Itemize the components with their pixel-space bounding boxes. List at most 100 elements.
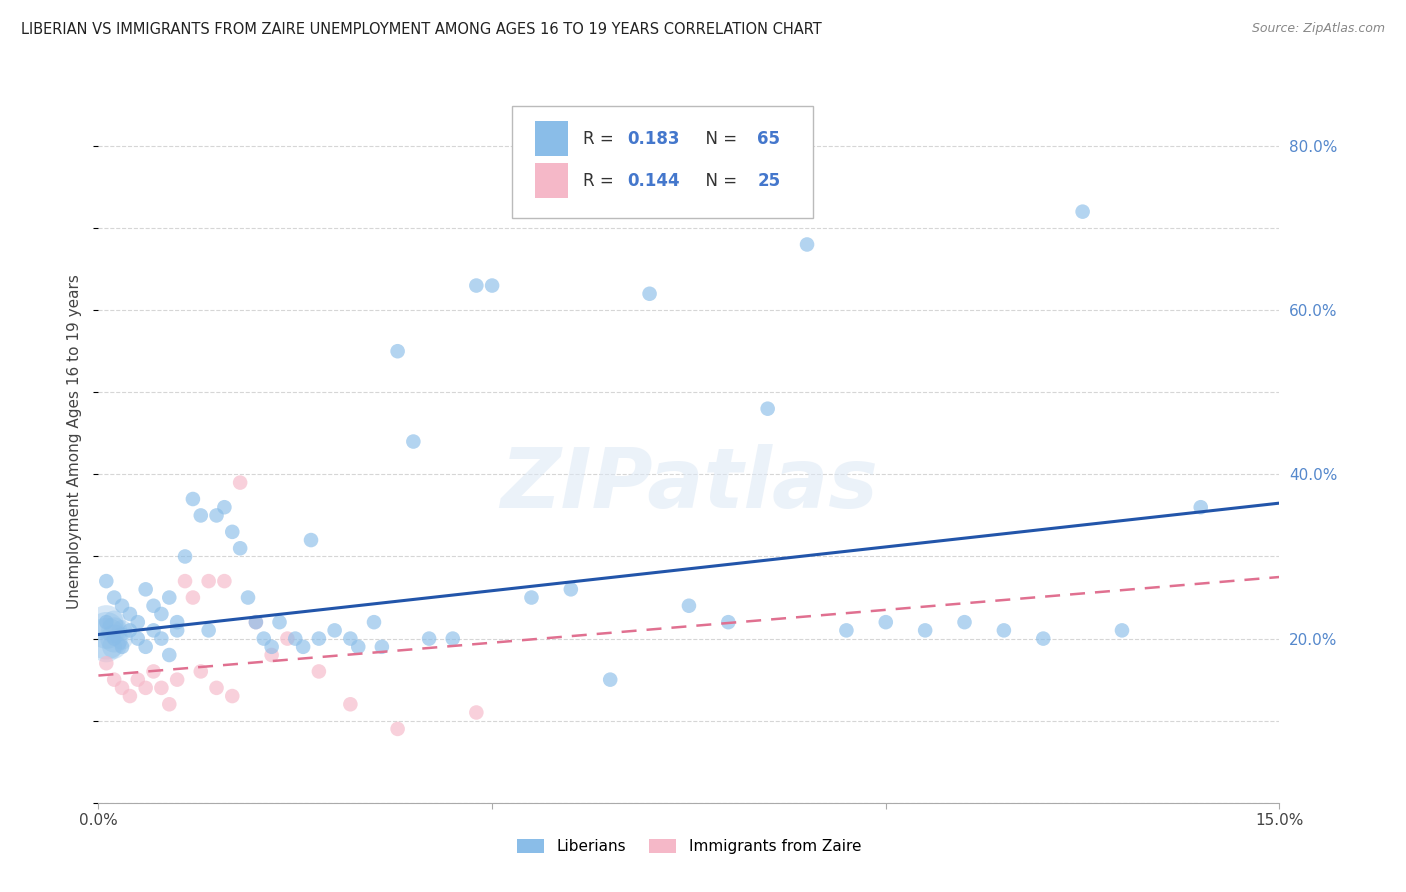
FancyBboxPatch shape xyxy=(512,105,813,218)
Point xyxy=(339,698,361,712)
Point xyxy=(993,624,1015,638)
Point xyxy=(181,591,204,605)
Point xyxy=(221,524,243,539)
Point xyxy=(166,615,188,630)
Point xyxy=(599,673,621,687)
Point xyxy=(103,632,125,646)
Point xyxy=(953,615,976,630)
Text: 25: 25 xyxy=(758,172,780,190)
Point xyxy=(150,632,173,646)
Point xyxy=(150,607,173,621)
Point xyxy=(284,632,307,646)
Point xyxy=(339,632,361,646)
Point xyxy=(96,624,118,638)
Text: ZIPatlas: ZIPatlas xyxy=(501,444,877,525)
Point xyxy=(157,648,180,662)
Point xyxy=(197,574,219,588)
Point xyxy=(190,665,212,679)
Point xyxy=(111,632,134,646)
Point xyxy=(481,278,503,293)
Point xyxy=(96,657,118,671)
Point xyxy=(111,599,134,613)
Point xyxy=(276,632,298,646)
Text: LIBERIAN VS IMMIGRANTS FROM ZAIRE UNEMPLOYMENT AMONG AGES 16 TO 19 YEARS CORRELA: LIBERIAN VS IMMIGRANTS FROM ZAIRE UNEMPL… xyxy=(21,22,823,37)
Point xyxy=(96,574,118,588)
Point xyxy=(103,615,125,630)
Text: N =: N = xyxy=(695,172,742,190)
Text: 0.183: 0.183 xyxy=(627,130,681,148)
Point xyxy=(1111,624,1133,638)
Text: Source: ZipAtlas.com: Source: ZipAtlas.com xyxy=(1251,22,1385,36)
Point xyxy=(103,591,125,605)
Point xyxy=(756,401,779,416)
Point xyxy=(221,689,243,703)
Point xyxy=(174,549,197,564)
Point xyxy=(214,500,236,515)
Point xyxy=(229,475,252,490)
Point xyxy=(205,508,228,523)
Point xyxy=(197,624,219,638)
Point xyxy=(111,640,134,654)
Point xyxy=(96,640,118,654)
Point xyxy=(118,689,141,703)
Point xyxy=(465,278,488,293)
Point xyxy=(1189,500,1212,515)
Point xyxy=(236,591,259,605)
Point xyxy=(520,591,543,605)
Point xyxy=(166,673,188,687)
Point xyxy=(157,591,180,605)
Legend: Liberians, Immigrants from Zaire: Liberians, Immigrants from Zaire xyxy=(510,832,868,860)
Point xyxy=(111,681,134,695)
Point xyxy=(402,434,425,449)
Point xyxy=(269,615,291,630)
Point xyxy=(638,286,661,301)
Point xyxy=(135,681,157,695)
Text: 65: 65 xyxy=(758,130,780,148)
Text: R =: R = xyxy=(582,130,619,148)
Point xyxy=(166,624,188,638)
Point xyxy=(96,615,118,630)
Point xyxy=(96,615,118,630)
Point xyxy=(1032,632,1054,646)
Point xyxy=(347,640,370,654)
Point xyxy=(260,640,283,654)
Point xyxy=(150,681,173,695)
Point xyxy=(142,599,165,613)
Point xyxy=(796,237,818,252)
Point xyxy=(308,632,330,646)
Point xyxy=(96,632,118,646)
Text: N =: N = xyxy=(695,130,742,148)
FancyBboxPatch shape xyxy=(536,121,568,156)
Point xyxy=(441,632,464,646)
Point xyxy=(103,640,125,654)
Point xyxy=(363,615,385,630)
Point xyxy=(1071,204,1094,219)
Point xyxy=(560,582,582,597)
Point xyxy=(127,632,149,646)
Point xyxy=(118,624,141,638)
Point xyxy=(678,599,700,613)
Point xyxy=(465,706,488,720)
Point xyxy=(229,541,252,556)
Point xyxy=(142,624,165,638)
Point xyxy=(299,533,322,547)
Point xyxy=(387,344,409,359)
Point xyxy=(308,665,330,679)
Text: R =: R = xyxy=(582,172,619,190)
Point xyxy=(245,615,267,630)
Point xyxy=(190,508,212,523)
Point xyxy=(118,607,141,621)
Point xyxy=(914,624,936,638)
Point xyxy=(387,722,409,736)
Point xyxy=(292,640,315,654)
Text: 0.144: 0.144 xyxy=(627,172,681,190)
Point xyxy=(142,665,165,679)
Point xyxy=(157,698,180,712)
Point xyxy=(875,615,897,630)
Point xyxy=(111,624,134,638)
Point xyxy=(253,632,276,646)
Point xyxy=(127,615,149,630)
Point xyxy=(103,673,125,687)
Point xyxy=(103,632,125,646)
Point xyxy=(418,632,440,646)
